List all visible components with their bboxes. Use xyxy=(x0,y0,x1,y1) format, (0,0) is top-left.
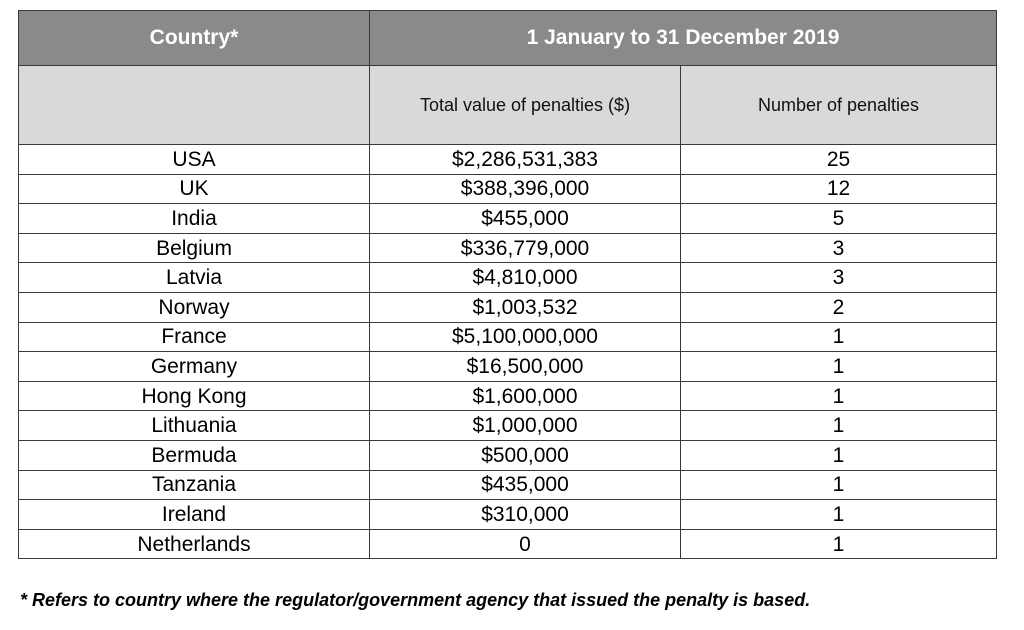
cell-count: 1 xyxy=(679,351,998,382)
table-row: India $455,000 5 xyxy=(18,203,998,234)
cell-country: Belgium xyxy=(18,232,370,264)
cell-total-value: $310,000 xyxy=(369,499,681,530)
cell-country: Lithuania xyxy=(18,410,370,441)
table-row: Latvia $4,810,000 3 xyxy=(18,262,998,293)
table-row: France $5,100,000,000 1 xyxy=(18,321,998,353)
cell-total-value: $455,000 xyxy=(369,203,681,234)
table-subheader-row: Total value of penalties ($) Number of p… xyxy=(18,65,998,145)
cell-country: Norway xyxy=(18,291,370,323)
cell-country: USA xyxy=(18,144,370,175)
cell-total-value: $388,396,000 xyxy=(369,173,681,205)
header-period: 1 January to 31 December 2019 xyxy=(368,10,998,66)
table-row: Lithuania $1,000,000 1 xyxy=(18,410,998,441)
cell-country: Germany xyxy=(18,351,370,382)
cell-country: France xyxy=(18,321,370,353)
cell-country: Hong Kong xyxy=(18,380,370,412)
cell-count: 2 xyxy=(679,291,998,323)
cell-count: 1 xyxy=(679,469,998,501)
table-row: UK $388,396,000 12 xyxy=(18,173,998,205)
cell-count: 1 xyxy=(679,380,998,412)
cell-total-value: $16,500,000 xyxy=(369,351,681,382)
table-row: Hong Kong $1,600,000 1 xyxy=(18,380,998,412)
cell-count: 3 xyxy=(679,232,998,264)
cell-total-value: $1,003,532 xyxy=(369,291,681,323)
cell-total-value: $1,000,000 xyxy=(369,410,681,441)
cell-count: 25 xyxy=(679,144,998,175)
subheader-country xyxy=(18,65,370,145)
cell-total-value: $336,779,000 xyxy=(369,232,681,264)
cell-count: 1 xyxy=(679,499,998,530)
cell-total-value: $4,810,000 xyxy=(369,262,681,293)
cell-country: Ireland xyxy=(18,499,370,530)
table-row: Tanzania $435,000 1 xyxy=(18,469,998,501)
table-body: USA $2,286,531,383 25 UK $388,396,000 12… xyxy=(18,144,998,560)
table-row: Bermuda $500,000 1 xyxy=(18,439,998,471)
table-header-row: Country* 1 January to 31 December 2019 xyxy=(18,10,998,66)
footnote: * Refers to country where the regulator/… xyxy=(20,590,811,610)
header-country: Country* xyxy=(18,10,370,66)
cell-country: UK xyxy=(18,173,370,205)
subheader-total-value: Total value of penalties ($) xyxy=(369,65,681,145)
cell-country: Latvia xyxy=(18,262,370,293)
cell-count: 1 xyxy=(679,439,998,471)
cell-total-value: $1,600,000 xyxy=(369,380,681,412)
cell-total-value: $500,000 xyxy=(369,439,681,471)
cell-count: 5 xyxy=(679,203,998,234)
cell-count: 1 xyxy=(679,410,998,441)
cell-total-value: 0 xyxy=(369,528,681,560)
table-row: Germany $16,500,000 1 xyxy=(18,351,998,382)
cell-total-value: $5,100,000,000 xyxy=(369,321,681,353)
table-row: USA $2,286,531,383 25 xyxy=(18,144,998,175)
cell-country: Netherlands xyxy=(18,528,370,560)
cell-count: 1 xyxy=(679,321,998,353)
cell-count: 3 xyxy=(679,262,998,293)
cell-total-value: $435,000 xyxy=(369,469,681,501)
cell-country: India xyxy=(18,203,370,234)
table-row: Norway $1,003,532 2 xyxy=(18,291,998,323)
cell-count: 12 xyxy=(679,173,998,205)
cell-count: 1 xyxy=(679,528,998,560)
table-row: Ireland $310,000 1 xyxy=(18,499,998,530)
cell-country: Tanzania xyxy=(18,469,370,501)
table-row: Belgium $336,779,000 3 xyxy=(18,232,998,264)
penalties-table: Country* 1 January to 31 December 2019 T… xyxy=(18,10,998,560)
cell-total-value: $2,286,531,383 xyxy=(369,144,681,175)
subheader-count: Number of penalties xyxy=(679,65,998,145)
table-row: Netherlands 0 1 xyxy=(18,528,998,560)
cell-country: Bermuda xyxy=(18,439,370,471)
